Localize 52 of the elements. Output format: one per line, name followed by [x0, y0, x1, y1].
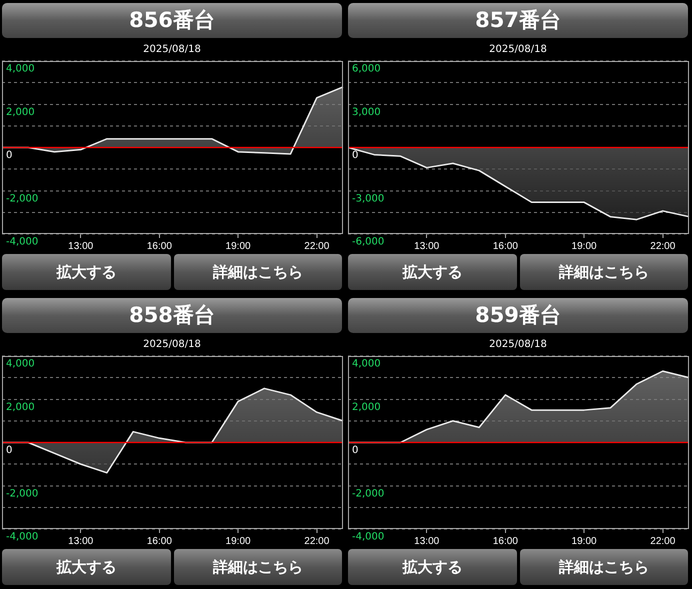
chart-subtitle: 2025/08/18	[488, 338, 548, 352]
text: 拡大する	[348, 254, 516, 290]
x-tick-label: 13:00	[414, 536, 440, 547]
x-tick-label: 16:00	[492, 536, 518, 547]
y-tick-label: 3,000	[352, 106, 381, 118]
y-tick-label: 0	[352, 150, 358, 162]
y-tick-label: 6,000	[352, 64, 381, 75]
x-tick-label: 13:00	[68, 536, 94, 547]
text: 詳細はこちら	[520, 549, 688, 585]
chart-title: 858番台	[2, 298, 342, 333]
text: 詳細はこちら	[174, 549, 342, 585]
y-tick-label: 0	[6, 445, 12, 456]
y-tick-label: -6,000	[352, 236, 384, 248]
chart-subtitle: 2025/08/18	[142, 43, 202, 57]
y-tick-label: 4,000	[6, 358, 35, 370]
y-tick-label: 4,000	[352, 358, 381, 370]
x-tick-label: 16:00	[146, 536, 172, 547]
x-tick-label: 22:00	[650, 536, 676, 547]
y-tick-label: -4,000	[352, 532, 384, 543]
x-tick-label: 16:00	[146, 240, 172, 252]
x-tick-label: 22:00	[304, 536, 330, 547]
x-tick-label: 19:00	[572, 240, 598, 252]
text: 詳細はこちら	[174, 254, 342, 290]
y-tick-label: 4,000	[6, 64, 35, 75]
y-tick-label: -2,000	[352, 488, 384, 500]
y-tick-label: -4,000	[6, 532, 38, 543]
y-tick-label: 2,000	[6, 402, 35, 413]
x-tick-label: 22:00	[650, 240, 676, 252]
x-tick-label: 22:00	[304, 240, 330, 252]
chart-title: 859番台	[348, 298, 688, 333]
text: 拡大する	[2, 254, 170, 290]
y-tick-label: -4,000	[6, 236, 38, 248]
x-tick-label: 13:00	[414, 240, 440, 252]
y-tick-label: 2,000	[352, 402, 381, 413]
chart-title: 857番台	[348, 3, 688, 38]
y-tick-label: -3,000	[352, 193, 384, 204]
chart-title: 856番台	[2, 3, 342, 38]
y-tick-label: -2,000	[6, 193, 38, 204]
y-tick-label: -2,000	[6, 488, 38, 500]
text: 拡大する	[2, 549, 170, 585]
y-tick-label: 2,000	[6, 106, 35, 118]
x-tick-label: 19:00	[572, 536, 598, 547]
text: 拡大する	[348, 549, 516, 585]
chart-subtitle: 2025/08/18	[488, 43, 548, 57]
text: 詳細はこちら	[520, 254, 688, 290]
y-tick-label: 0	[6, 150, 12, 162]
x-tick-label: 16:00	[492, 240, 518, 252]
x-tick-label: 13:00	[68, 240, 94, 252]
y-tick-label: 0	[352, 445, 358, 456]
x-tick-label: 19:00	[226, 240, 252, 252]
chart-subtitle: 2025/08/18	[142, 338, 202, 352]
x-tick-label: 19:00	[226, 536, 252, 547]
